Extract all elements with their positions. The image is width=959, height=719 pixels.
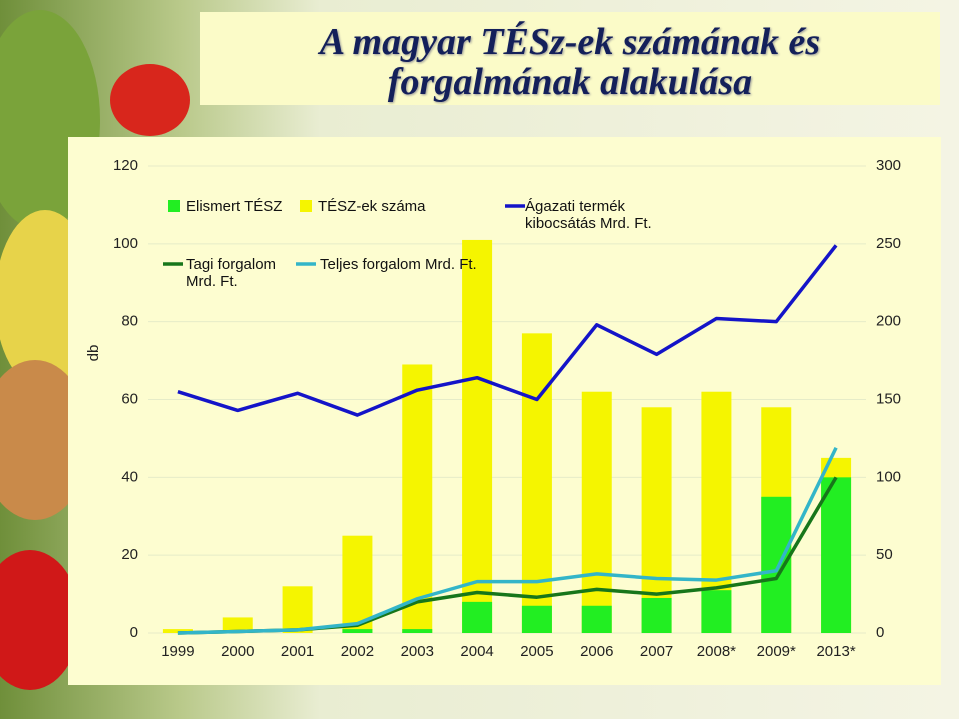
title-line: A magyar TÉSz-ek számának és: [319, 21, 821, 63]
legend-label: Tagi forgalom Mrd. Ft.: [186, 256, 277, 290]
x-tick-label: 2006: [580, 643, 613, 660]
y-tick-label: 100: [113, 235, 138, 252]
legend-label: Ágazati termék kibocsátás Mrd. Ft.: [525, 198, 652, 232]
x-tick-label: 2003: [401, 643, 434, 660]
title-line: forgalmának alakulása: [387, 61, 753, 103]
bar: [701, 590, 732, 633]
y-tick-label: 80: [121, 313, 138, 330]
bar: [581, 391, 612, 633]
y2-tick-label: 200: [876, 313, 901, 330]
x-tick-label: 2002: [341, 643, 374, 660]
y2-tick-label: 250: [876, 235, 901, 252]
bar: [462, 239, 493, 634]
x-tick-label: 1999: [161, 643, 194, 660]
x-tick-label: 2005: [520, 643, 553, 660]
legend-marker: [300, 200, 312, 212]
legend-marker: [168, 200, 180, 212]
x-tick-label: 2013*: [816, 643, 855, 660]
bar: [641, 597, 672, 633]
bar: [162, 629, 193, 633]
line: [177, 446, 838, 635]
bar: [342, 629, 373, 633]
bar: [282, 586, 313, 633]
x-tick-label: 2009*: [757, 643, 796, 660]
legend-label: Teljes forgalom Mrd. Ft.: [320, 256, 477, 273]
y-axis-label: db: [85, 345, 102, 362]
x-tick-label: 2007: [640, 643, 673, 660]
y-tick-label: 60: [121, 390, 138, 407]
y2-tick-label: 100: [876, 468, 901, 485]
x-tick-label: 2001: [281, 643, 314, 660]
decor: [0, 360, 90, 520]
y-tick-label: 20: [121, 546, 138, 563]
bar: [521, 605, 552, 633]
decor: [110, 64, 190, 136]
decor: [0, 550, 80, 690]
chart-area: [68, 137, 941, 685]
bar: [222, 617, 253, 633]
bar: [581, 605, 612, 633]
title: A magyar TÉSz-ek számának és forgalmának …: [200, 12, 940, 105]
y-tick-label: 120: [113, 157, 138, 174]
legend-label: Elismert TÉSZ: [186, 198, 283, 215]
y-tick-label: 0: [130, 624, 138, 641]
bar: [821, 477, 852, 633]
bar: [462, 601, 493, 633]
x-tick-label: 2008*: [697, 643, 736, 660]
y2-tick-label: 300: [876, 157, 901, 174]
y-tick-label: 40: [121, 468, 138, 485]
bar: [402, 629, 433, 633]
line: [177, 244, 838, 417]
y2-tick-label: 150: [876, 390, 901, 407]
bar: [402, 364, 433, 633]
bar: [342, 535, 373, 633]
y2-tick-label: 50: [876, 546, 893, 563]
legend-label: TÉSZ-ek száma: [318, 198, 426, 215]
bar: [761, 496, 792, 633]
x-tick-label: 2000: [221, 643, 254, 660]
y2-tick-label: 0: [876, 624, 884, 641]
x-tick-label: 2004: [460, 643, 493, 660]
bar: [521, 333, 552, 633]
